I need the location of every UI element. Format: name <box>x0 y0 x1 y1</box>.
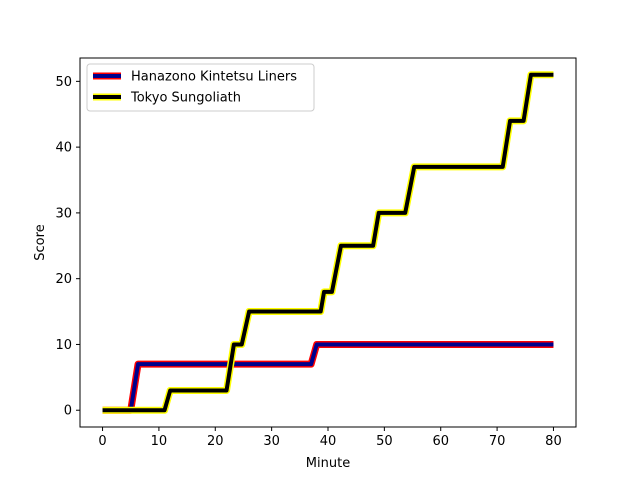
y-tick-label: 0 <box>64 404 72 419</box>
x-tick-label: 80 <box>545 434 562 449</box>
x-tick-label: 0 <box>98 434 106 449</box>
series-layer <box>102 71 554 414</box>
y-tick-label: 30 <box>55 206 72 221</box>
y-tick-label: 20 <box>55 272 72 287</box>
x-tick-label: 30 <box>263 434 280 449</box>
x-tick-label: 20 <box>207 434 224 449</box>
legend: Hanazono Kintetsu Liners Tokyo Sungoliat… <box>86 63 315 112</box>
y-tick-label: 40 <box>55 141 72 156</box>
x-tick-label: 40 <box>320 434 337 449</box>
y-tick-label: 50 <box>55 75 72 90</box>
x-axis: 0 10 20 30 40 50 60 70 80 <box>98 427 562 449</box>
y-axis: 0 10 20 30 40 50 <box>55 75 80 419</box>
y-tick-label: 10 <box>55 338 72 353</box>
x-tick-label: 60 <box>432 434 449 449</box>
x-tick-label: 10 <box>151 434 168 449</box>
x-tick-label: 50 <box>376 434 393 449</box>
legend-label-hanazono: Hanazono Kintetsu Liners <box>131 70 297 85</box>
series-line-tokyo <box>102 72 554 413</box>
legend-box <box>86 63 315 112</box>
y-axis-label: Score <box>33 224 48 260</box>
x-tick-label: 70 <box>489 434 506 449</box>
x-axis-label: Minute <box>306 456 350 471</box>
legend-label-tokyo: Tokyo Sungoliath <box>130 91 241 106</box>
